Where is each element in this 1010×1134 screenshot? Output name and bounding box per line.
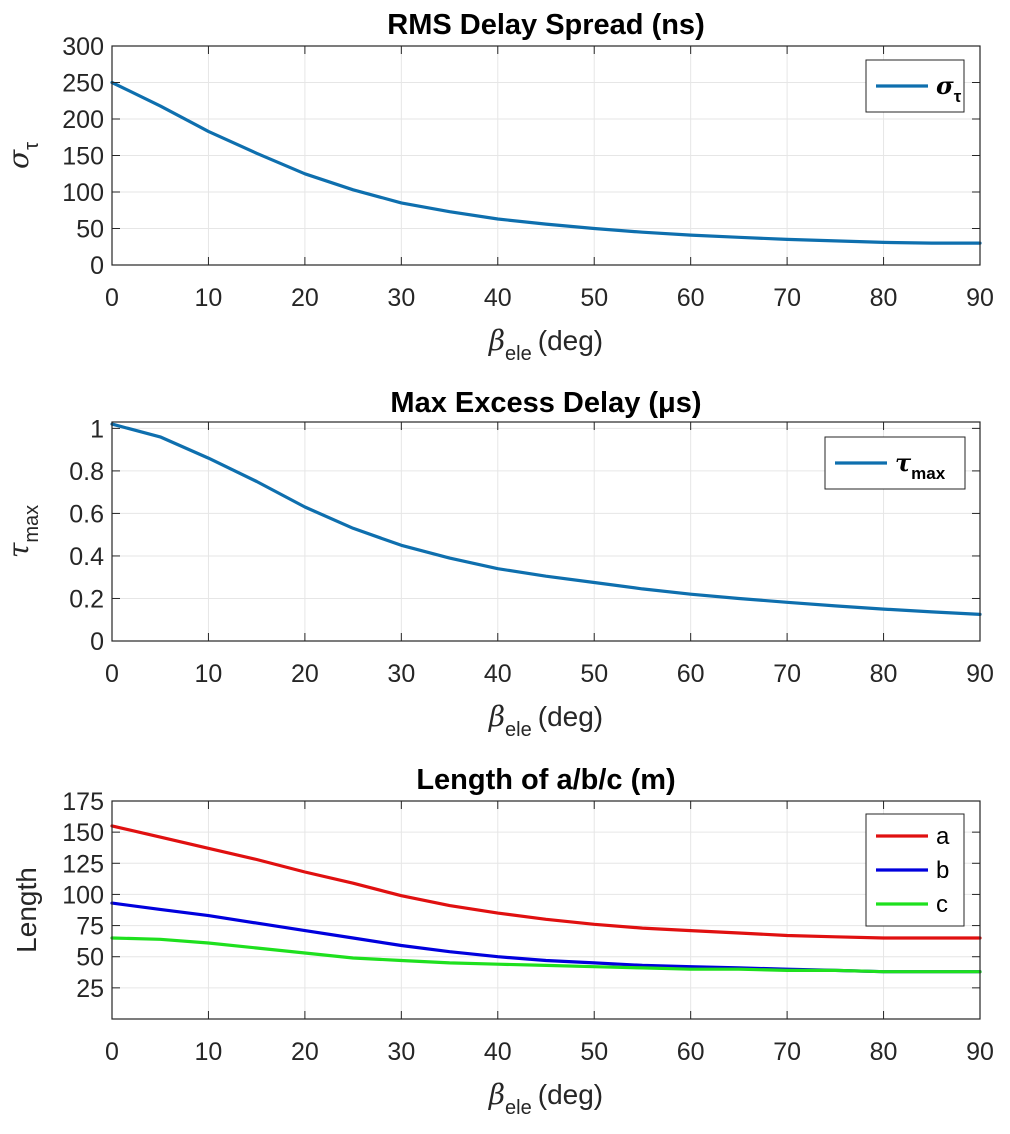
y-tick-label: 100 bbox=[62, 179, 104, 207]
x-tick-label: 20 bbox=[291, 1038, 319, 1066]
y-tick-label: 200 bbox=[62, 106, 104, 134]
x-tick-label: 40 bbox=[484, 284, 512, 312]
chart-1: 0 10 20 30 40 50 60 70 80 90 0 50 100 150 200 250 300 RMS… bbox=[2, 9, 994, 365]
y-tick-label: 0.4 bbox=[69, 543, 104, 571]
x-tick-label: 40 bbox=[484, 660, 512, 688]
x-axis-label: βele (deg) bbox=[488, 700, 603, 741]
x-tick-label: 80 bbox=[870, 1038, 898, 1066]
series-line-c bbox=[110, 936, 982, 974]
legend: στ bbox=[865, 59, 965, 113]
y-tick-label: 0.6 bbox=[69, 500, 104, 528]
chart-2: 0 10 20 30 40 50 60 70 80 90 0 0.2 0.4 0.6 0.8 1 Max Exc… bbox=[2, 387, 994, 741]
x-tick-label: 40 bbox=[484, 1038, 512, 1066]
y-tick-label: 0 bbox=[90, 628, 104, 656]
x-tick-label: 80 bbox=[870, 660, 898, 688]
legend: τmax bbox=[824, 436, 966, 490]
x-axis-label: βele (deg) bbox=[488, 1078, 603, 1119]
y-tick-label: 1 bbox=[90, 415, 104, 443]
x-tick-label: 0 bbox=[105, 284, 119, 312]
x-tick-label: 70 bbox=[773, 660, 801, 688]
x-tick-label: 10 bbox=[195, 660, 223, 688]
x-tick-label: 90 bbox=[966, 660, 994, 688]
y-tick-label: 125 bbox=[62, 850, 104, 878]
x-tick-label: 10 bbox=[195, 1038, 223, 1066]
legend-label: στ bbox=[936, 71, 962, 106]
legend-label: b bbox=[936, 857, 949, 884]
y-axis-label: τmax bbox=[2, 505, 43, 558]
y-axis-label: στ bbox=[2, 142, 43, 169]
plot-area bbox=[112, 801, 980, 1019]
x-tick-label: 50 bbox=[580, 660, 608, 688]
x-tick-label: 50 bbox=[580, 284, 608, 312]
y-axis-label: Length bbox=[11, 867, 42, 953]
axes-box bbox=[111, 421, 981, 642]
chart-title: Length of a/b/c (m) bbox=[416, 764, 675, 796]
x-tick-label: 10 bbox=[195, 284, 223, 312]
x-tick-label: 30 bbox=[387, 660, 415, 688]
x-tick-label: 70 bbox=[773, 1038, 801, 1066]
y-tick-label: 75 bbox=[76, 913, 104, 941]
x-tick-label: 60 bbox=[677, 1038, 705, 1066]
x-axis-label: βele (deg) bbox=[488, 324, 603, 365]
y-tick-label: 250 bbox=[62, 70, 104, 98]
y-tick-label: 300 bbox=[62, 33, 104, 61]
y-tick-label: 0 bbox=[90, 252, 104, 280]
legend-label: a bbox=[936, 823, 950, 850]
y-tick-label: 100 bbox=[62, 881, 104, 909]
y-tick-label: 0.8 bbox=[69, 458, 104, 486]
x-tick-label: 60 bbox=[677, 284, 705, 312]
x-tick-label: 20 bbox=[291, 284, 319, 312]
y-tick-label: 0.2 bbox=[69, 585, 104, 613]
series-line-main bbox=[110, 80, 982, 245]
y-tick-label: 150 bbox=[62, 143, 104, 171]
y-tick-label: 25 bbox=[76, 975, 104, 1003]
x-tick-label: 80 bbox=[870, 284, 898, 312]
series-line-main bbox=[110, 422, 982, 617]
y-tick-label: 175 bbox=[62, 788, 104, 816]
legend: abc bbox=[865, 813, 965, 927]
x-tick-label: 90 bbox=[966, 1038, 994, 1066]
x-tick-label: 50 bbox=[580, 1038, 608, 1066]
chart-title: Max Excess Delay (μs) bbox=[390, 387, 701, 419]
series-line-a bbox=[110, 824, 982, 940]
y-tick-label: 50 bbox=[76, 216, 104, 244]
x-tick-label: 0 bbox=[105, 660, 119, 688]
axes-box bbox=[111, 800, 981, 1020]
x-tick-label: 30 bbox=[387, 284, 415, 312]
x-tick-label: 20 bbox=[291, 660, 319, 688]
x-tick-label: 0 bbox=[105, 1038, 119, 1066]
chart-3: 0 10 20 30 40 50 60 70 80 90 25 50 75 100 125 150 175 Len… bbox=[11, 764, 994, 1119]
y-tick-label: 50 bbox=[76, 944, 104, 972]
x-tick-label: 60 bbox=[677, 660, 705, 688]
x-tick-label: 30 bbox=[387, 1038, 415, 1066]
legend-label: τmax bbox=[895, 448, 946, 483]
chart-title: RMS Delay Spread (ns) bbox=[387, 9, 704, 41]
legend-label: c bbox=[936, 891, 948, 918]
x-tick-label: 70 bbox=[773, 284, 801, 312]
x-tick-label: 90 bbox=[966, 284, 994, 312]
y-tick-label: 150 bbox=[62, 819, 104, 847]
